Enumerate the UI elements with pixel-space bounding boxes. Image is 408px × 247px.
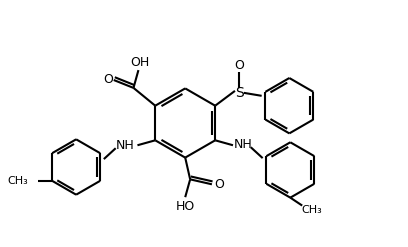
Text: O: O (103, 74, 113, 86)
Text: O: O (214, 178, 224, 191)
Text: OH: OH (130, 56, 149, 69)
Text: NH: NH (233, 138, 252, 151)
Text: S: S (235, 86, 244, 100)
Text: O: O (234, 59, 244, 72)
Text: NH: NH (116, 139, 135, 152)
Text: HO: HO (175, 200, 195, 213)
Text: CH₃: CH₃ (8, 176, 29, 186)
Text: CH₃: CH₃ (302, 205, 322, 215)
